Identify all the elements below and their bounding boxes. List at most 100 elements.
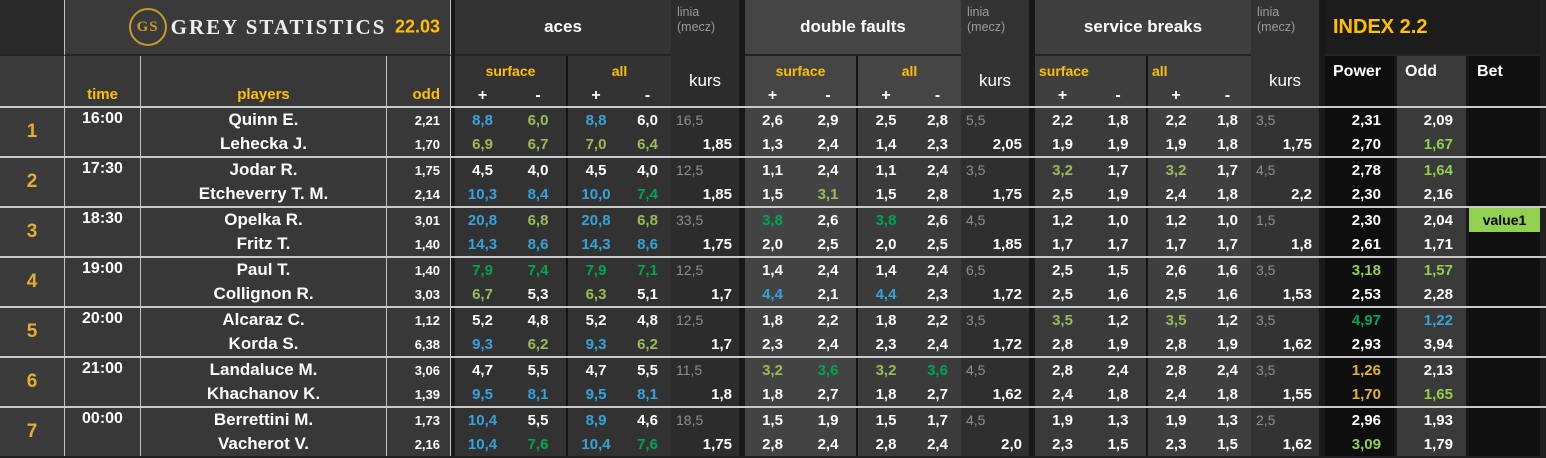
column-gap bbox=[1394, 358, 1397, 406]
linia-value: 1,5 bbox=[1251, 208, 1319, 232]
index-title: INDEX 2.2 bbox=[1325, 0, 1540, 56]
column-gap bbox=[1319, 208, 1325, 256]
stat-value: 1,8 bbox=[745, 382, 800, 406]
stat-value: 1,4 bbox=[858, 258, 914, 282]
stat-value: 10,4 bbox=[568, 432, 624, 456]
stat-value: 2,2 bbox=[1148, 108, 1204, 132]
match-rows: 1 16:00 Quinn E. Lehecka J. 2,21 1,70 8,8 6,0 8,… bbox=[0, 106, 1546, 456]
column-gap bbox=[1394, 56, 1397, 106]
column-divider bbox=[856, 56, 858, 106]
linia-value: 3,5 bbox=[1251, 108, 1319, 132]
stat-value: 2,3 bbox=[914, 282, 961, 306]
column-gap bbox=[1029, 108, 1035, 156]
stat-value: 2,7 bbox=[914, 382, 961, 406]
index-odd-value: 2,16 bbox=[1397, 182, 1466, 206]
stat-value: 1,4 bbox=[858, 132, 914, 156]
linia-value: 4,5 bbox=[1251, 158, 1319, 182]
stat-value: 8,9 bbox=[568, 408, 624, 432]
bet-cell bbox=[1469, 382, 1540, 406]
player-odd: 1,70 bbox=[386, 132, 451, 156]
match-number: 1 bbox=[0, 108, 64, 156]
stat-value: 1,8 bbox=[1090, 108, 1146, 132]
stat-value: 2,2 bbox=[914, 308, 961, 332]
linia-header: linia (mecz) bbox=[1251, 0, 1319, 56]
player-odd: 1,39 bbox=[386, 382, 451, 406]
stat-value: 1,3 bbox=[1204, 408, 1251, 432]
stat-value: 2,4 bbox=[800, 258, 856, 282]
plus-header: + bbox=[455, 86, 510, 106]
kurs-value: 1,62 bbox=[1251, 432, 1319, 456]
match-row: 4 19:00 Paul T. Collignon R. 1,40 3,03 7,9 7,4 7… bbox=[0, 256, 1546, 306]
gs-logo-icon: GS bbox=[128, 8, 167, 46]
stat-value: 6,7 bbox=[455, 282, 510, 306]
kurs-value: 1,62 bbox=[1251, 332, 1319, 356]
player-name: Fritz T. bbox=[140, 232, 386, 256]
player-odd: 3,06 bbox=[386, 358, 451, 382]
brand-name: GREY STATISTICS bbox=[170, 14, 387, 39]
stat-value: 2,5 bbox=[1148, 282, 1204, 306]
stat-value: 2,6 bbox=[1148, 258, 1204, 282]
kurs-value: 1,7 bbox=[671, 282, 739, 306]
stat-value: 2,6 bbox=[914, 208, 961, 232]
linia-value: 4,5 bbox=[961, 208, 1029, 232]
column-gap bbox=[739, 308, 745, 356]
header-corner bbox=[0, 0, 64, 56]
player-odd: 2,21 bbox=[386, 108, 451, 132]
minus-header: - bbox=[914, 86, 961, 106]
stat-value: 2,4 bbox=[914, 332, 961, 356]
stat-value: 6,7 bbox=[510, 132, 566, 156]
power-value: 3,18 bbox=[1325, 258, 1394, 282]
stat-value: 2,3 bbox=[1148, 432, 1204, 456]
kurs-value: 1,85 bbox=[961, 232, 1029, 256]
stat-value: 14,3 bbox=[568, 232, 624, 256]
linia-header: linia (mecz) bbox=[671, 0, 739, 56]
players-column-header: players bbox=[140, 56, 386, 106]
column-gap bbox=[1029, 308, 1035, 356]
stat-value: 6,4 bbox=[624, 132, 671, 156]
stat-value: 2,9 bbox=[800, 108, 856, 132]
stat-value: 2,4 bbox=[1035, 382, 1090, 406]
match-time: 18:30 bbox=[64, 208, 140, 256]
bet-cell bbox=[1469, 108, 1540, 132]
stat-value: 6,3 bbox=[568, 282, 624, 306]
column-divider bbox=[1146, 408, 1148, 456]
stat-value: 1,6 bbox=[1204, 282, 1251, 306]
stat-value: 5,3 bbox=[510, 282, 566, 306]
stat-value: 2,8 bbox=[1035, 332, 1090, 356]
player-odd: 1,12 bbox=[386, 308, 451, 332]
stat-value: 20,8 bbox=[568, 208, 624, 232]
stat-value: 7,9 bbox=[455, 258, 510, 282]
linia-header: linia (mecz) bbox=[961, 0, 1029, 56]
stat-value: 1,9 bbox=[1035, 132, 1090, 156]
column-divider bbox=[566, 358, 568, 406]
match-time: 17:30 bbox=[64, 158, 140, 206]
plus-header: + bbox=[858, 86, 914, 106]
stat-value: 1,8 bbox=[858, 308, 914, 332]
plus-header: + bbox=[1148, 86, 1204, 106]
stat-value: 8,8 bbox=[568, 108, 624, 132]
column-gap bbox=[451, 0, 455, 106]
index-odd-value: 1,65 bbox=[1397, 382, 1466, 406]
minus-header: - bbox=[1090, 86, 1146, 106]
column-gap bbox=[451, 358, 455, 406]
stat-value: 1,5 bbox=[858, 182, 914, 206]
index-odd-value: 2,28 bbox=[1397, 282, 1466, 306]
stat-value: 1,3 bbox=[1090, 408, 1146, 432]
stat-value: 2,3 bbox=[1035, 432, 1090, 456]
stat-value: 8,6 bbox=[624, 232, 671, 256]
stat-value: 1,2 bbox=[1035, 208, 1090, 232]
stat-value: 7,6 bbox=[624, 432, 671, 456]
match-row: 2 17:30 Jodar R. Etcheverry T. M. 1,75 2,14 4,… bbox=[0, 156, 1546, 206]
column-divider bbox=[1146, 358, 1148, 406]
stat-value: 2,4 bbox=[800, 158, 856, 182]
stat-value: 1,5 bbox=[1090, 432, 1146, 456]
stat-value: 1,5 bbox=[858, 408, 914, 432]
kurs-header: kurs bbox=[1251, 56, 1319, 106]
match-time: 20:00 bbox=[64, 308, 140, 356]
column-divider bbox=[856, 408, 858, 456]
linia-value: 18,5 bbox=[671, 408, 739, 432]
linia-value: 5,5 bbox=[961, 108, 1029, 132]
stat-value: 2,0 bbox=[745, 232, 800, 256]
kurs-value: 1,7 bbox=[671, 332, 739, 356]
